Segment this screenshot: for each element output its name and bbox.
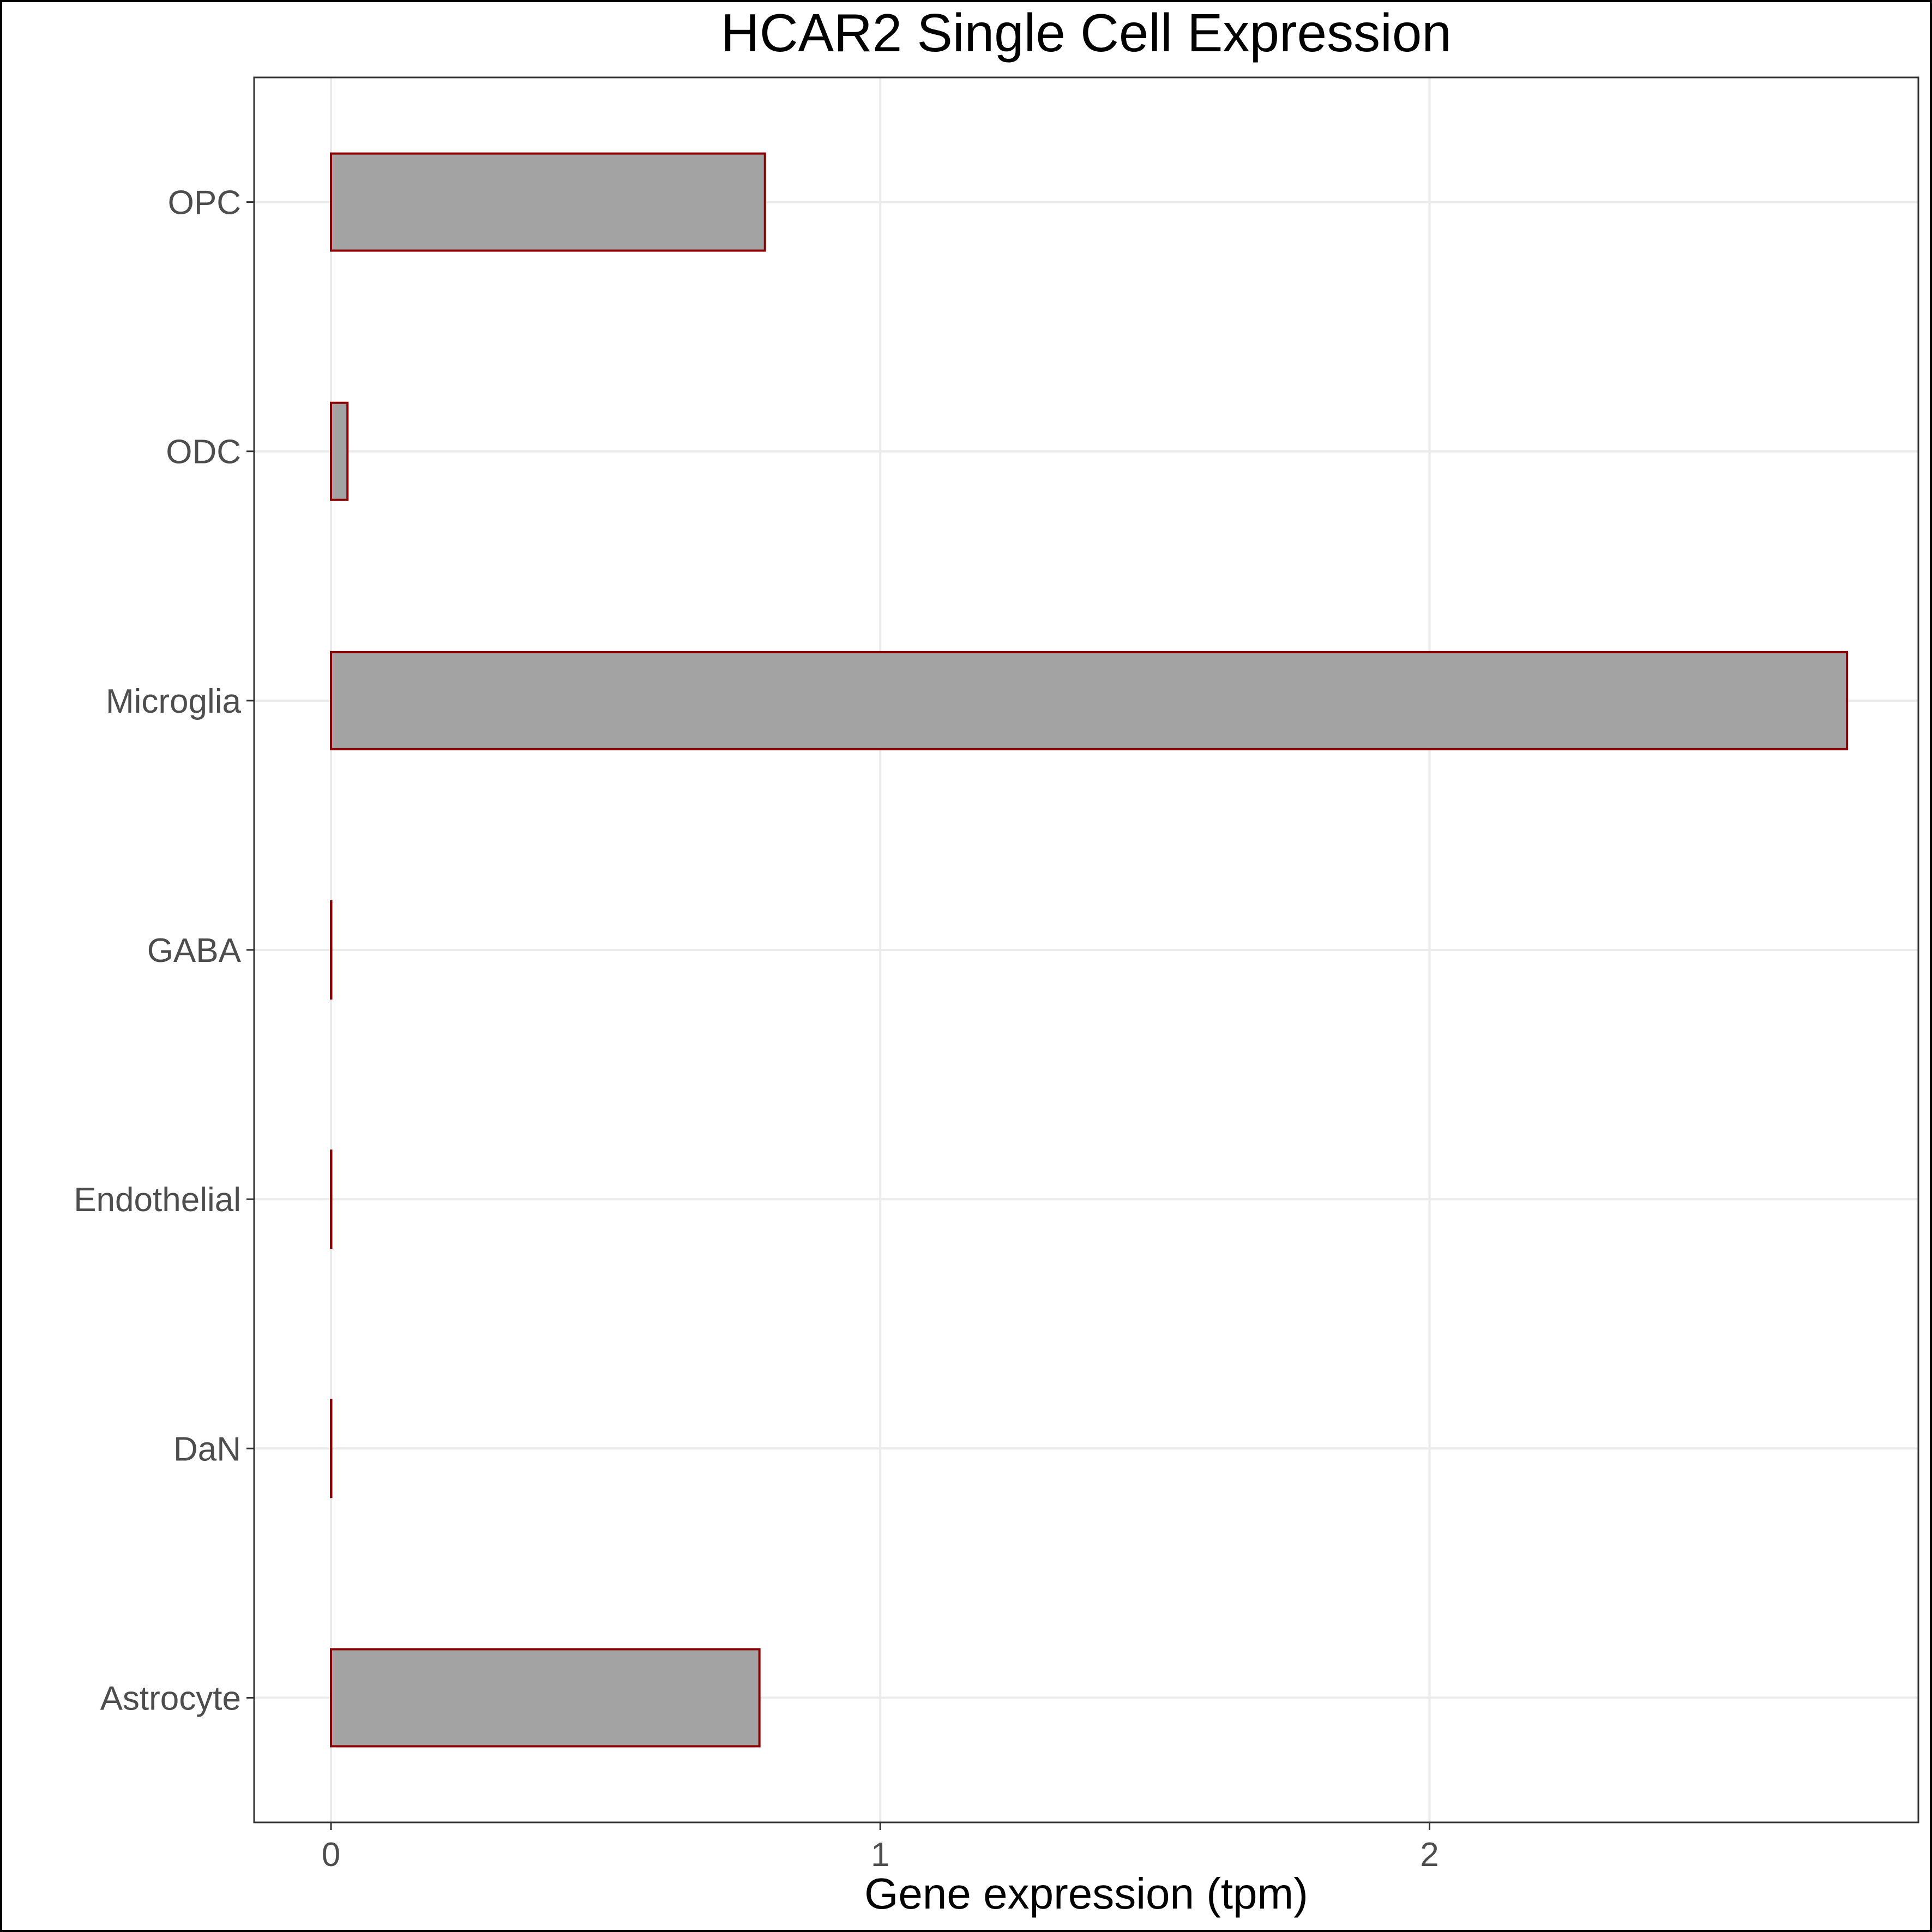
y-tick-label: Endothelial — [74, 1181, 241, 1219]
y-tick-label: Astrocyte — [100, 1680, 241, 1717]
y-tick-label: Microglia — [106, 683, 242, 720]
chart-title: HCAR2 Single Cell Expression — [721, 3, 1452, 63]
bar-endothelial — [330, 1149, 333, 1249]
x-tick-label: 2 — [1420, 1836, 1439, 1874]
x-tick-label: 0 — [322, 1836, 340, 1874]
bar-odc — [330, 401, 349, 501]
y-tick-label: OPC — [168, 184, 241, 222]
bar-microglia — [330, 651, 1849, 750]
x-tick-label: 1 — [871, 1836, 889, 1874]
y-tick-label: GABA — [147, 932, 242, 970]
gridlines — [254, 77, 1918, 1822]
y-tick-label: ODC — [166, 434, 241, 471]
x-axis-title: Gene expression (tpm) — [864, 1869, 1308, 1918]
y-axis: Astrocyte DaN Endothelial GABA Microglia ODC O… — [74, 184, 254, 1717]
y-tick-label: DaN — [173, 1430, 241, 1468]
bar-gaba — [330, 900, 333, 1000]
bar-opc — [330, 152, 766, 252]
x-axis: 0 1 2 — [322, 1822, 1439, 1874]
bar-dan — [330, 1399, 333, 1498]
bar-astrocyte — [330, 1648, 761, 1748]
bars — [330, 152, 1849, 1748]
